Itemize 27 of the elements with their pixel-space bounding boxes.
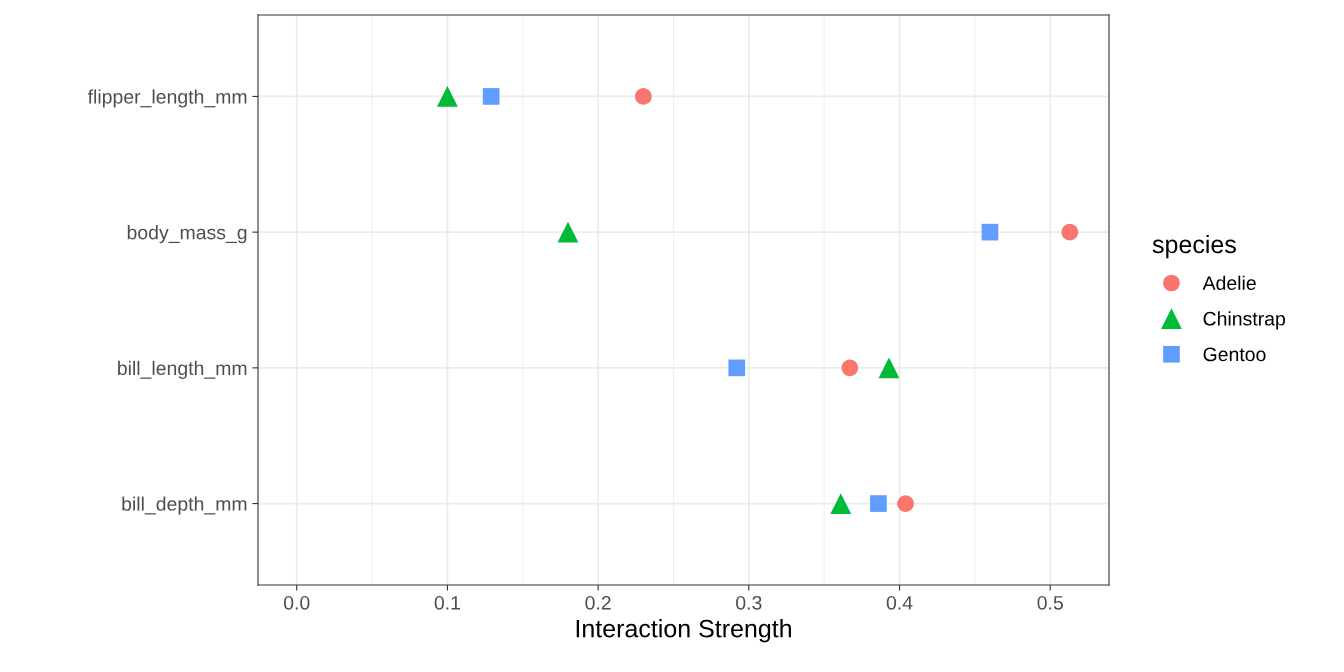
x-tick-label: 0.2 — [585, 595, 611, 610]
point — [557, 221, 579, 243]
x-tick-label: 0.1 — [434, 595, 460, 610]
point — [1061, 223, 1079, 241]
point — [830, 493, 852, 514]
point — [981, 223, 999, 241]
point — [635, 88, 652, 105]
point — [841, 359, 859, 377]
y-tick-label: bill_depth_mm — [122, 496, 247, 515]
legend-label: Adelie — [1202, 275, 1256, 290]
x-tick-label: 0.5 — [1037, 595, 1063, 610]
x-tick-label: 0.4 — [886, 595, 913, 610]
y-tick-label: bill_length_mm — [118, 360, 247, 379]
x-tick-label: 0.0 — [283, 595, 310, 610]
x-tick-label: 0.3 — [736, 595, 762, 610]
point — [728, 359, 746, 377]
point — [897, 495, 914, 512]
legend-label: Gentoo — [1203, 347, 1266, 362]
x-axis-title: Interaction Strength — [576, 619, 791, 643]
y-tick-label: flipper_length_mm — [87, 89, 247, 108]
legend-label: Chinstrap — [1203, 311, 1285, 330]
legend-title: species — [1152, 234, 1236, 259]
point — [870, 495, 887, 512]
y-tick-label: body_mass_g — [127, 225, 247, 244]
point — [878, 357, 900, 379]
point — [437, 86, 458, 107]
point — [482, 88, 500, 105]
